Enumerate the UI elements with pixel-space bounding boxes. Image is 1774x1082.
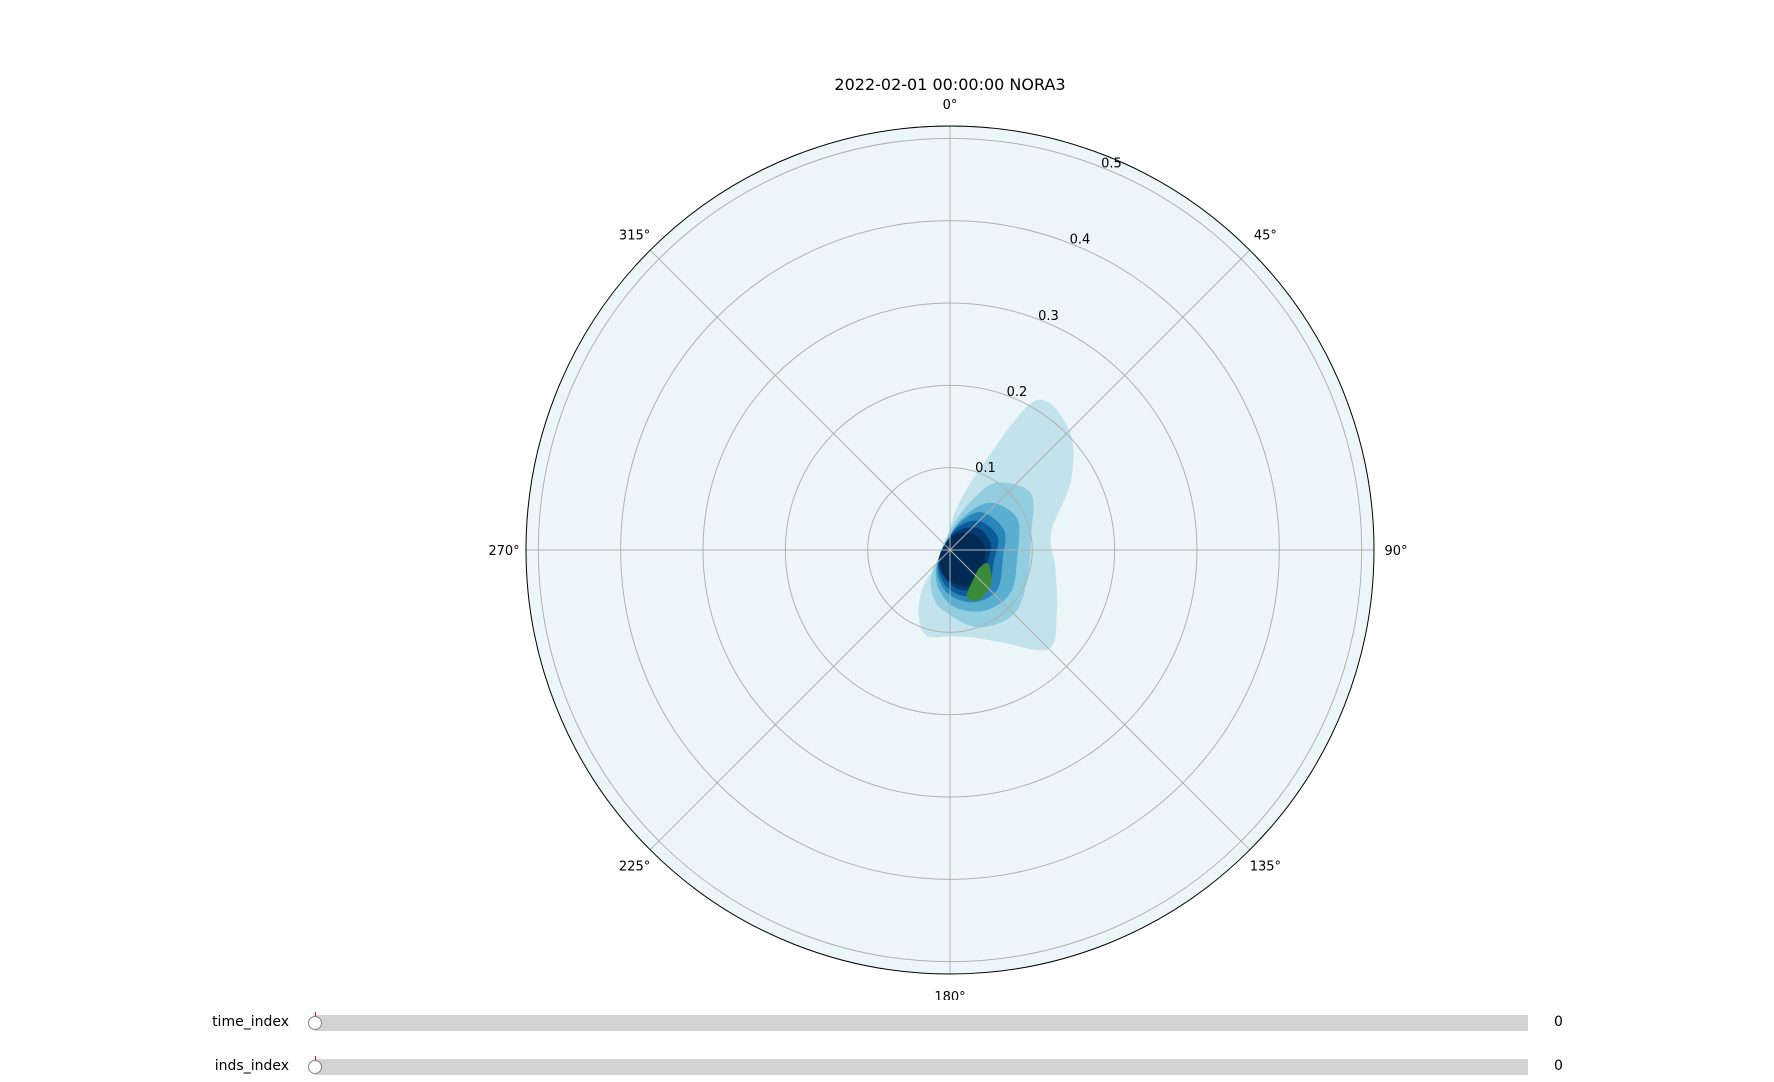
angle-tick-label: 270° — [488, 544, 519, 559]
inds-index-initial-marker — [315, 1056, 316, 1060]
polar-frame — [525, 125, 1375, 975]
angular-gridline-8 — [649, 249, 951, 551]
angle-tick-label: 135° — [1250, 859, 1281, 874]
radius-tick-label: 0.4 — [1070, 233, 1091, 248]
inds-index-slider[interactable] — [315, 1059, 1528, 1075]
density-contour-7 — [939, 532, 986, 587]
angular-gridline-6 — [649, 549, 951, 851]
time-index-slider-row: time_index 0 — [0, 1008, 1774, 1038]
inds-index-slider-row: inds_index 0 — [0, 1052, 1774, 1082]
inds-index-label: inds_index — [214, 1058, 289, 1074]
radius-tick-label: 0.1 — [975, 461, 996, 476]
time-index-slider[interactable] — [315, 1015, 1528, 1031]
radius-tick-label: 0.5 — [1101, 157, 1122, 172]
angle-tick-label: 90° — [1384, 544, 1407, 559]
angular-gridline-2 — [949, 249, 1251, 551]
angle-tick-label: 225° — [619, 859, 650, 874]
density-contour-8 — [966, 563, 992, 601]
time-index-label: time_index — [212, 1014, 289, 1030]
radius-tick-label: 0.2 — [1007, 385, 1028, 400]
angle-tick-label: 0° — [943, 98, 958, 113]
angle-tick-label: 180° — [934, 990, 965, 1000]
angle-tick-label: 45° — [1254, 229, 1277, 244]
polar-plot: 2022-02-01 00:00:00 NORA3 0° 45° 90° 135° 18… — [488, 75, 1407, 1000]
radius-tick-label: 0.3 — [1038, 309, 1059, 324]
time-index-value: 0 — [1554, 1014, 1563, 1030]
inds-index-handle[interactable] — [308, 1060, 322, 1074]
time-index-initial-marker — [315, 1012, 316, 1016]
inds-index-value: 0 — [1554, 1058, 1563, 1074]
angular-gridline-4 — [949, 549, 1251, 851]
angle-tick-label: 315° — [619, 229, 650, 244]
time-index-handle[interactable] — [308, 1016, 322, 1030]
chart-title: 2022-02-01 00:00:00 NORA3 — [834, 75, 1065, 94]
